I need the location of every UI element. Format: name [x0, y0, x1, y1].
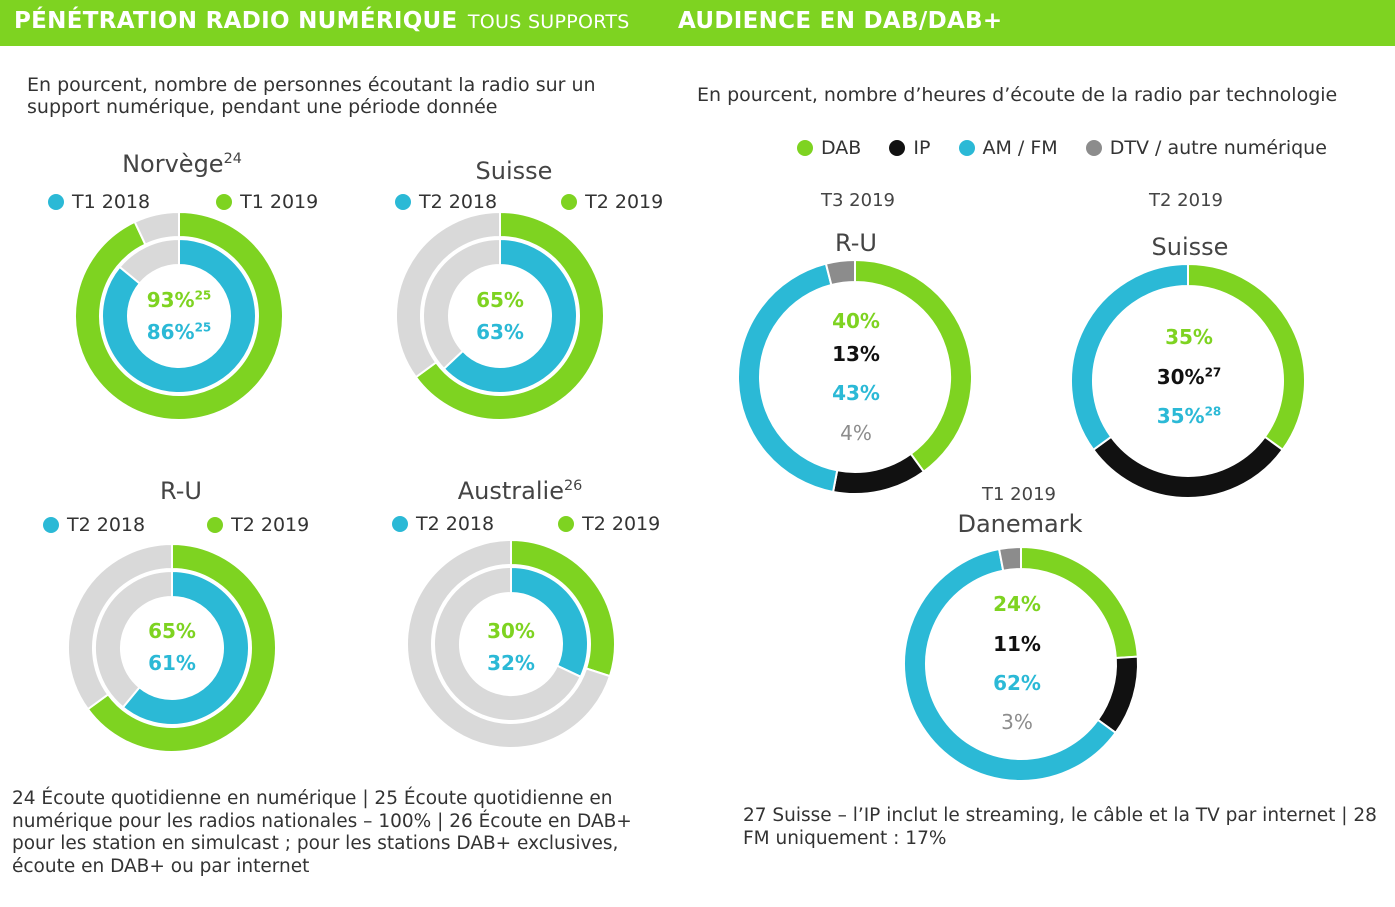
chart-title-ru-left: R-U	[160, 477, 202, 505]
legend-swatch-dab	[797, 140, 813, 156]
value-label-ru-dab: 40%	[832, 309, 880, 333]
right-description: En pourcent, nombre d’heures d’écoute de…	[697, 84, 1338, 106]
outer-ring-rest-slice	[406, 538, 612, 749]
right-header-title: AUDIENCE EN DAB/DAB+	[678, 8, 1003, 34]
chart-title-australie: Australie26	[457, 477, 583, 505]
legend-norvege-2019: T1 2019	[216, 191, 318, 213]
legend-swatch-2019	[561, 194, 578, 210]
value-label-danemark-dtv: 3%	[1001, 710, 1033, 734]
legend-ru-2018: T2 2018	[43, 514, 145, 536]
left-description: En pourcent, nombre de personnes écoutan…	[27, 74, 596, 118]
legend-australie-2019: T2 2019	[558, 513, 660, 535]
legend-swatch-2018	[48, 194, 64, 210]
chart-title-suisse-right: Suisse	[1151, 233, 1229, 261]
legend-suisse-2018: T2 2018	[395, 191, 497, 213]
legend-swatch-amfm	[958, 140, 975, 156]
inner-ring-value-slice	[101, 237, 257, 394]
legend-ru-2019: T2 2019	[207, 514, 309, 536]
legend-item-amfm: AM / FM	[958, 137, 1058, 159]
outer-ring-rest-slice	[133, 210, 180, 246]
inner-ring-rest-slice	[94, 569, 173, 709]
nested-donut-suisse	[395, 210, 605, 421]
legend-item-dab: DAB	[797, 137, 861, 159]
legend-ru-left: T2 2018 T2 2019	[43, 514, 331, 538]
legend-australie: T2 2018 T2 2019	[392, 513, 682, 537]
chart-title-suisse-left: Suisse	[475, 157, 553, 185]
chart-title-danemark: Danemark	[957, 510, 1083, 538]
inner-ring-rest-slice	[422, 237, 501, 371]
period-ru-right: T3 2019	[821, 190, 895, 211]
value-label-suisse-ip: 30%27	[1156, 365, 1222, 389]
value-label-ru-dtv: 4%	[840, 421, 872, 445]
value-label-ru-ip: 13%	[832, 342, 880, 366]
technology-donut-danemark	[903, 545, 1139, 782]
nested-donut-australie	[406, 538, 616, 749]
legend-item-dtv: DTV / autre numérique	[1085, 137, 1327, 159]
right-footnotes: 27 Suisse – l’IP inclut le streaming, le…	[743, 805, 1377, 849]
value-label-australie-2019: 30%	[487, 619, 535, 643]
left-header-subtitle: TOUS SUPPORTS	[467, 11, 630, 33]
value-label-danemark-dab: 24%	[993, 592, 1041, 616]
legend-suisse-left: T2 2018 T2 2019	[395, 191, 685, 215]
technology-donut-ru	[737, 258, 973, 495]
outer-ring-value-slice	[86, 542, 277, 753]
chart-title-ru-right: R-U	[835, 229, 877, 257]
chart-title-norvege: Norvège24	[122, 150, 242, 178]
slice-ip	[831, 452, 926, 495]
outer-ring-value-slice	[414, 210, 605, 421]
value-label-suisse-dab: 35%	[1165, 325, 1213, 349]
header-bar: PÉNÉTRATION RADIO NUMÉRIQUE TOUS SUPPORT…	[0, 0, 1395, 46]
legend-swatch-ip	[889, 140, 906, 156]
legend-swatch-2019	[207, 517, 224, 533]
inner-ring-value-slice	[121, 569, 250, 726]
value-label-danemark-ip: 11%	[993, 632, 1041, 656]
slice-dtv-autre-num-rique	[824, 258, 856, 287]
period-danemark: T1 2019	[982, 484, 1056, 505]
slice-ip	[1096, 655, 1139, 735]
legend-norvege: T1 2018 T1 2019	[48, 191, 340, 215]
legend-swatch-2018	[392, 516, 408, 532]
slice-am-fm	[1070, 262, 1189, 452]
value-label-ru-amfm: 43%	[832, 381, 880, 405]
slice-am-fm	[903, 547, 1118, 782]
legend-item-ip: IP	[889, 137, 930, 159]
legend-swatch-2018	[43, 517, 59, 533]
nested-donut-norvege	[74, 210, 284, 421]
nested-donut-ru	[67, 542, 277, 753]
value-label-australie-2018: 32%	[487, 651, 535, 675]
inner-ring-rest-slice	[118, 237, 180, 285]
value-label-suisse-2018: 63%	[476, 320, 524, 344]
technology-legend: DAB IP AM / FM DTV / autre numérique	[797, 137, 1327, 161]
outer-ring-value-slice	[74, 210, 284, 421]
legend-suisse-2019: T2 2019	[561, 191, 663, 213]
inner-ring-rest-slice	[433, 565, 583, 722]
value-label-ru-2019: 65%	[148, 619, 196, 643]
inner-ring-value-slice	[442, 237, 578, 394]
left-header-title: PÉNÉTRATION RADIO NUMÉRIQUE TOUS SUPPORT…	[14, 8, 630, 34]
legend-swatch-dtv	[1085, 140, 1102, 156]
period-suisse-right: T2 2019	[1149, 190, 1223, 211]
value-label-norvege-2019: 93%25	[146, 288, 212, 312]
legend-swatch-2019	[216, 194, 233, 210]
outer-ring-rest-slice	[67, 542, 173, 711]
legend-swatch-2019	[558, 516, 575, 532]
slice-am-fm	[737, 262, 839, 494]
slice-dtv-autre-num-rique	[997, 545, 1022, 572]
legend-australie-2018: T2 2018	[392, 513, 494, 535]
value-label-suisse-2019: 65%	[476, 288, 524, 312]
value-label-suisse-amfm: 35%28	[1156, 404, 1222, 428]
left-footnotes: 24 Écoute quotidienne en numérique | 25 …	[12, 788, 632, 877]
value-label-ru-2018: 61%	[148, 651, 196, 675]
value-label-danemark-amfm: 62%	[993, 671, 1041, 695]
outer-ring-rest-slice	[395, 210, 501, 379]
legend-swatch-2018	[395, 194, 411, 210]
legend-norvege-2018: T1 2018	[48, 191, 150, 213]
value-label-norvege-2018: 86%25	[146, 320, 212, 344]
technology-donut-suisse	[1070, 262, 1306, 499]
slice-ip	[1091, 435, 1285, 499]
